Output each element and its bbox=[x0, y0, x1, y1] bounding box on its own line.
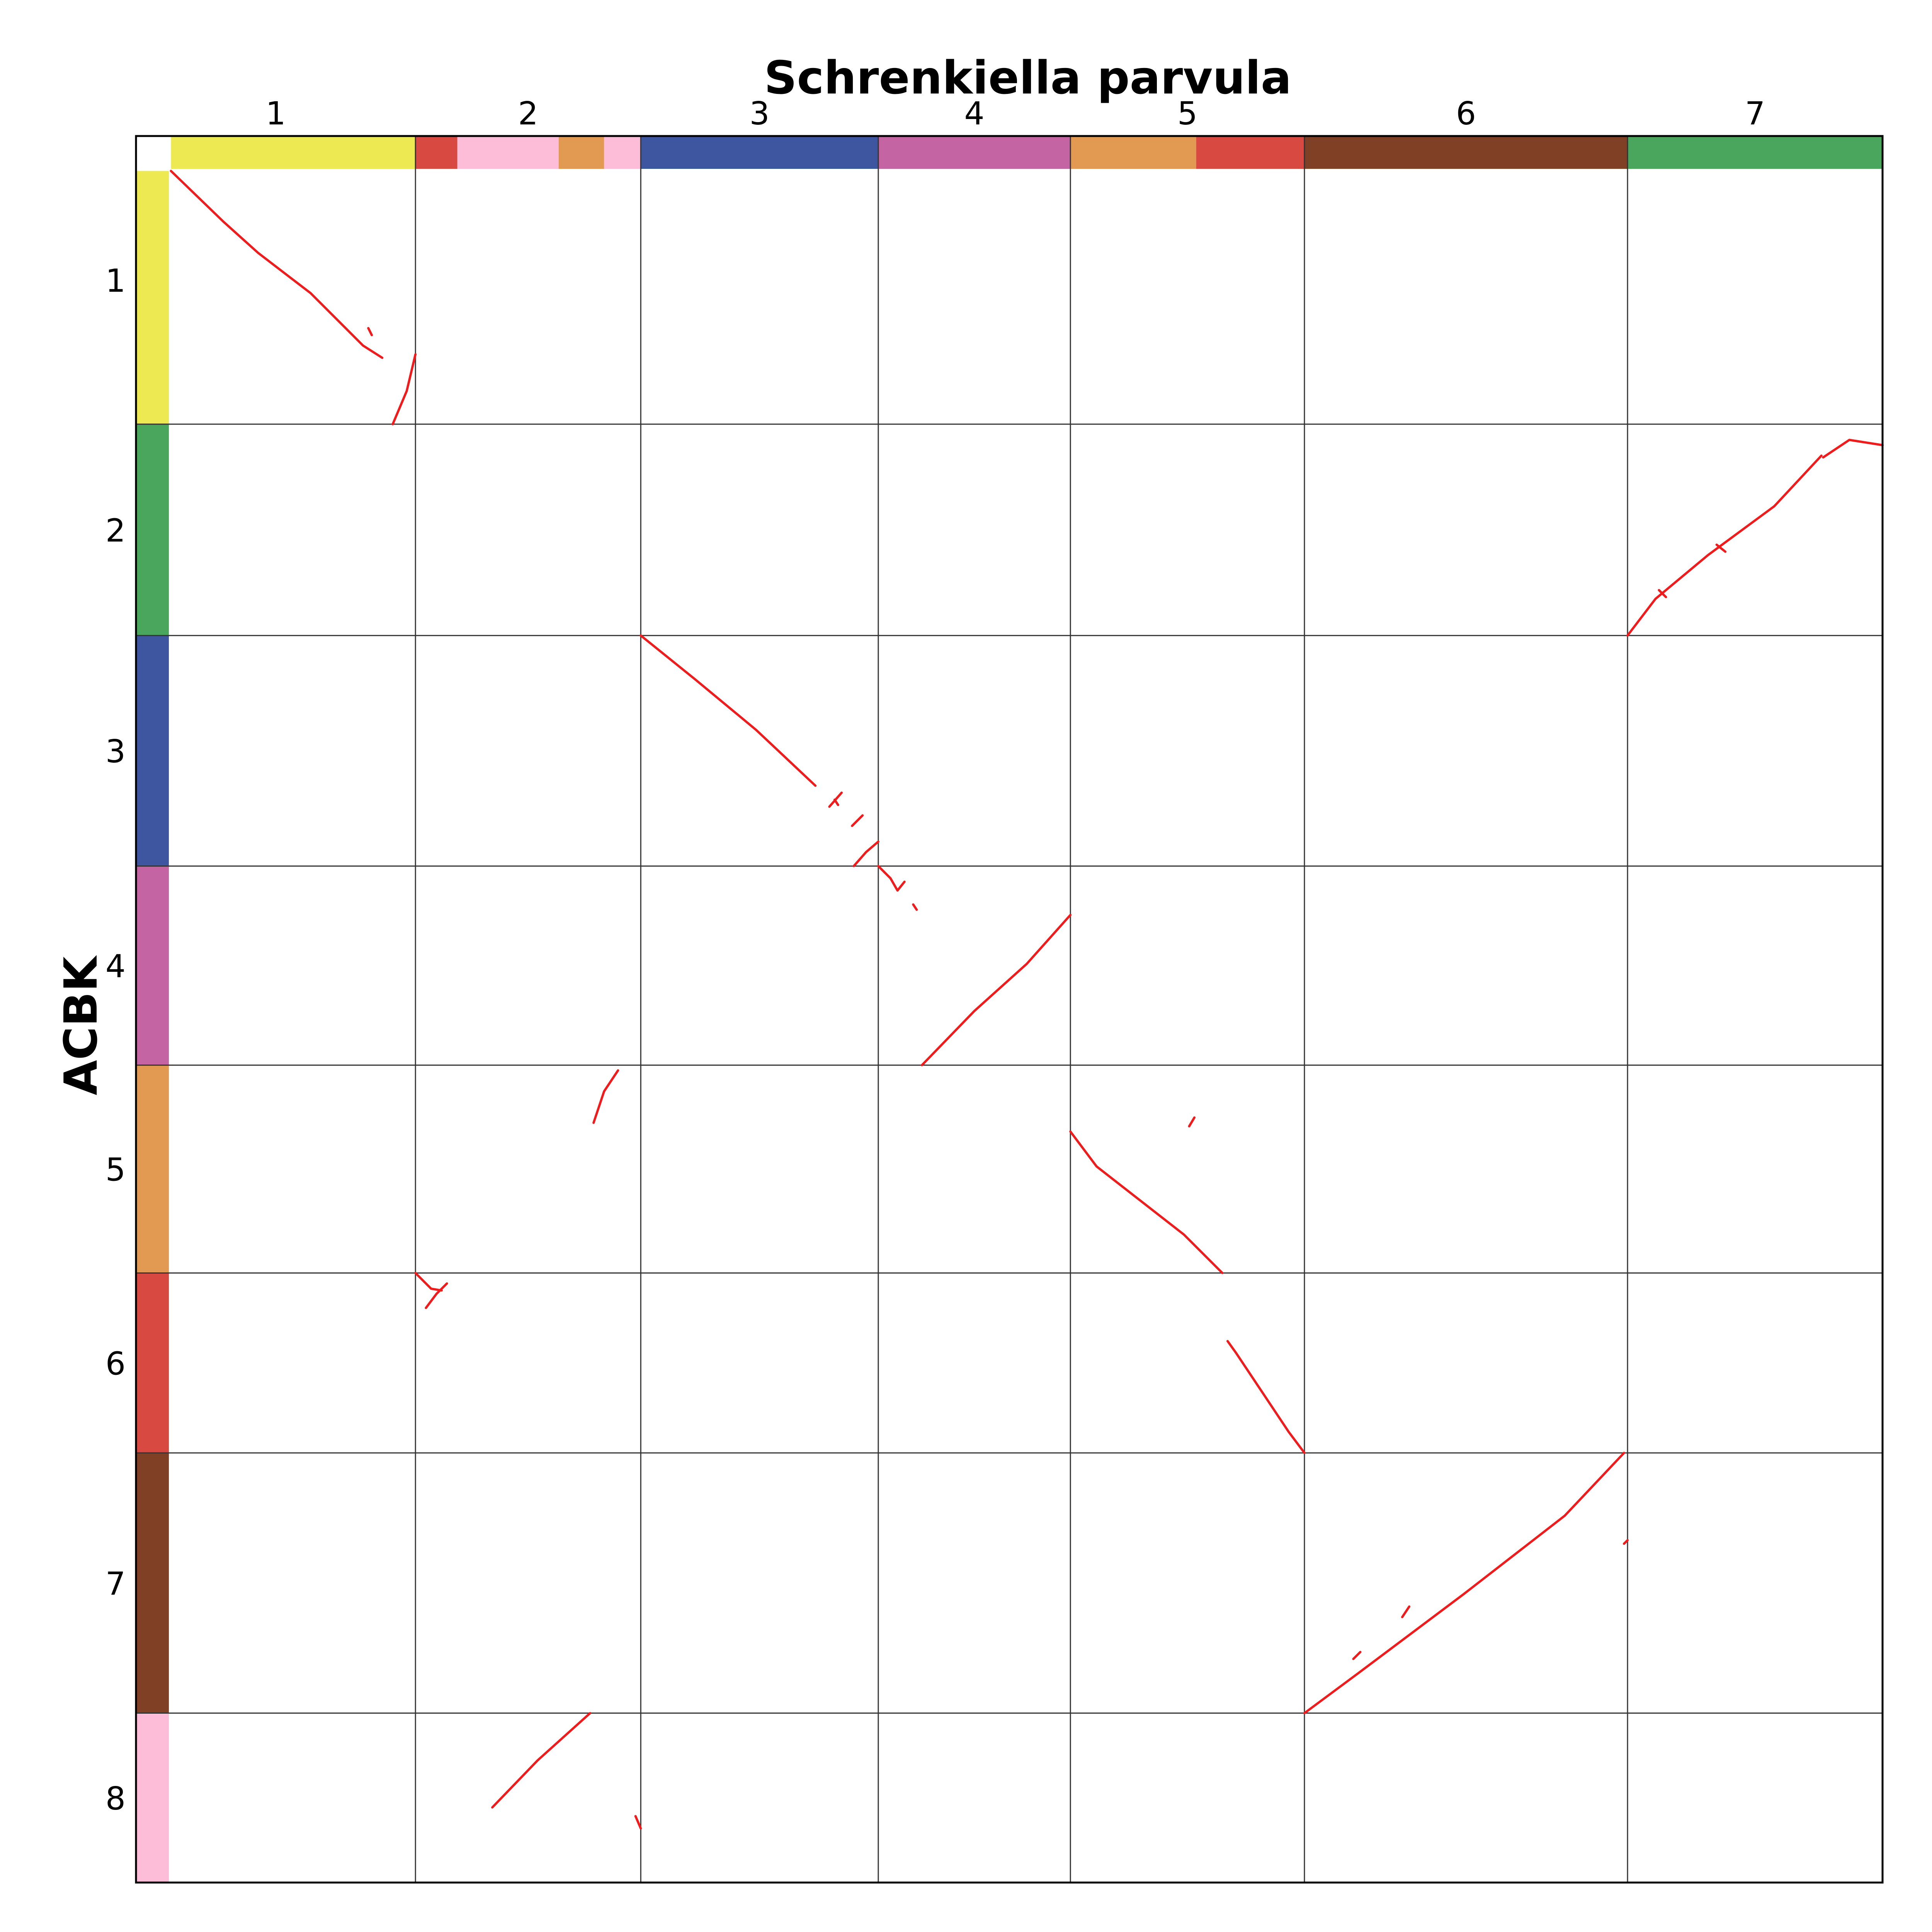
x-color-block-6 bbox=[641, 136, 878, 169]
synteny-segment-26 bbox=[491, 1712, 592, 1809]
synteny-segment-25 bbox=[1623, 1539, 1629, 1545]
synteny-segment-21 bbox=[1226, 1340, 1306, 1454]
synteny-segment-14 bbox=[912, 903, 918, 911]
chart-title: Schrenkiella parvula bbox=[764, 51, 1291, 104]
y-color-block-2 bbox=[136, 424, 169, 636]
y-tick-labels: 1 2 3 4 5 6 7 8 bbox=[105, 263, 126, 1817]
x-color-block-4 bbox=[558, 136, 604, 169]
y-color-block-6 bbox=[136, 1273, 169, 1453]
synteny-segment-15 bbox=[921, 913, 1072, 1066]
x-color-block-8 bbox=[1070, 136, 1196, 169]
synteny-segment-16 bbox=[592, 1069, 619, 1124]
x-color-blocks bbox=[171, 136, 1883, 169]
synteny-segment-17 bbox=[1069, 1130, 1224, 1274]
x-tick-label-6: 6 bbox=[1456, 95, 1476, 132]
y-tick-label-3: 3 bbox=[105, 733, 126, 770]
synteny-segment-4 bbox=[1626, 454, 1823, 637]
y-axis-label: ACBK bbox=[54, 955, 107, 1095]
y-tick-label-4: 4 bbox=[105, 948, 126, 985]
x-tick-label-5: 5 bbox=[1177, 95, 1197, 132]
plot-frame bbox=[135, 135, 1884, 1884]
y-color-block-8 bbox=[136, 1713, 169, 1883]
x-tick-label-3: 3 bbox=[750, 95, 770, 132]
x-tick-label-1: 1 bbox=[266, 95, 286, 132]
x-tick-label-2: 2 bbox=[518, 95, 538, 132]
y-color-block-5 bbox=[136, 1065, 169, 1273]
y-tick-label-8: 8 bbox=[105, 1781, 126, 1817]
x-color-block-1 bbox=[171, 136, 416, 169]
synteny-segment-8 bbox=[639, 634, 817, 787]
y-color-block-1 bbox=[136, 171, 169, 424]
x-tick-label-4: 4 bbox=[964, 95, 985, 132]
x-color-block-3 bbox=[457, 136, 559, 169]
synteny-segments bbox=[170, 170, 1884, 1830]
synteny-segment-2 bbox=[367, 327, 373, 337]
synteny-segment-5 bbox=[1658, 589, 1667, 599]
synteny-segment-24 bbox=[1401, 1605, 1411, 1618]
y-tick-label-7: 7 bbox=[105, 1566, 126, 1602]
synteny-segment-22 bbox=[1303, 1452, 1625, 1714]
x-tick-labels: 1 2 3 4 5 6 7 bbox=[266, 95, 1765, 132]
x-color-block-7 bbox=[878, 136, 1071, 169]
synteny-segment-11 bbox=[851, 814, 864, 827]
synteny-segment-23 bbox=[1352, 1651, 1362, 1660]
synteny-segment-10 bbox=[833, 798, 839, 806]
x-color-block-5 bbox=[604, 136, 641, 169]
y-tick-label-1: 1 bbox=[105, 263, 126, 299]
y-tick-label-2: 2 bbox=[105, 512, 126, 549]
x-color-block-2 bbox=[415, 136, 457, 169]
synteny-segment-13 bbox=[877, 865, 906, 892]
synteny-segment-20 bbox=[425, 1282, 448, 1309]
grid-lines bbox=[136, 136, 1883, 1883]
synteny-segment-27 bbox=[634, 1815, 642, 1830]
synteny-segment-19 bbox=[414, 1272, 443, 1292]
y-tick-label-5: 5 bbox=[105, 1152, 126, 1189]
synteny-segment-6 bbox=[1715, 543, 1727, 553]
y-tick-label-6: 6 bbox=[105, 1345, 126, 1382]
y-color-block-4 bbox=[136, 866, 169, 1065]
x-color-block-9 bbox=[1196, 136, 1304, 169]
x-tick-label-7: 7 bbox=[1745, 95, 1765, 132]
y-color-block-7 bbox=[136, 1453, 169, 1713]
y-color-blocks bbox=[136, 171, 169, 1883]
x-color-block-10 bbox=[1304, 136, 1628, 169]
synteny-segment-12 bbox=[852, 840, 879, 867]
y-color-block-3 bbox=[136, 635, 169, 866]
synteny-segment-1 bbox=[170, 170, 384, 359]
synteny-segment-3 bbox=[391, 353, 417, 425]
synteny-segment-18 bbox=[1188, 1116, 1196, 1128]
x-color-block-11 bbox=[1628, 136, 1883, 169]
synteny-segment-7 bbox=[1822, 439, 1884, 459]
